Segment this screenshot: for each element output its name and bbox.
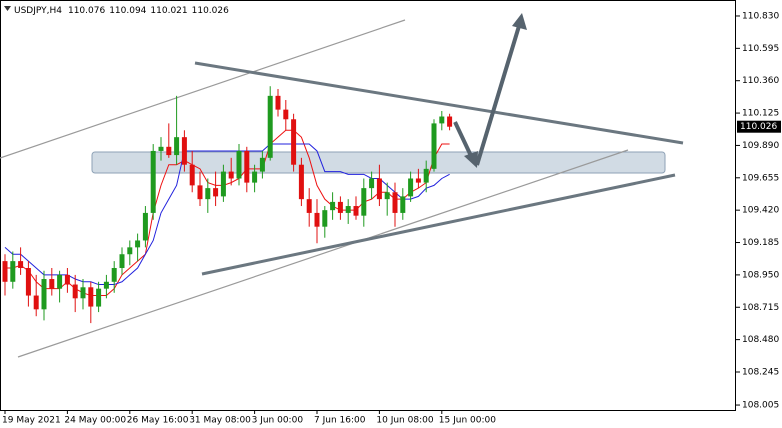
candle-body: [205, 188, 211, 200]
candle-body: [408, 178, 414, 197]
candle-body: [298, 164, 304, 200]
candle-body: [150, 150, 156, 213]
candle-body: [244, 150, 250, 183]
candle-body: [25, 268, 31, 296]
candle-body: [41, 279, 47, 310]
x-tick-label: 26 May 16:00: [127, 416, 189, 426]
candle-body: [353, 206, 359, 216]
candle-body: [49, 279, 55, 289]
candle-body: [88, 287, 94, 307]
candle-body: [322, 210, 328, 227]
candle-body: [361, 188, 367, 216]
header-high: 110.094: [109, 6, 146, 16]
candle-body: [252, 171, 258, 183]
candle-body: [330, 201, 336, 211]
candle-body: [72, 284, 78, 299]
candle-body: [197, 185, 203, 200]
candle-body: [275, 95, 281, 110]
x-tick-label: 7 Jun 16:00: [314, 416, 366, 426]
candle-body: [400, 196, 406, 213]
y-tick-label: 109.420: [742, 206, 779, 216]
symbol-icon: [4, 6, 11, 11]
candle-body: [423, 168, 429, 183]
plot-frame: [0, 0, 736, 411]
candle-body: [415, 178, 421, 183]
candle-body: [384, 192, 390, 200]
candle-body: [259, 157, 265, 172]
y-tick-label: 110.125: [742, 109, 779, 119]
y-tick-label: 110.360: [742, 76, 779, 86]
x-tick-label: 31 May 08:00: [189, 416, 251, 426]
candle-body: [57, 274, 63, 289]
x-tick-label: 15 Jun 00:00: [439, 416, 496, 426]
candle-body: [158, 146, 164, 151]
y-tick-label: 110.830: [742, 11, 779, 21]
header-open: 110.076: [68, 6, 105, 16]
y-tick-label: 108.715: [742, 303, 779, 313]
candle-body: [431, 123, 437, 169]
candle-body: [236, 150, 242, 179]
header: USDJPY,H4 110.076 110.094 110.021 110.026: [14, 6, 229, 16]
candle-body: [439, 116, 445, 124]
indicator-line: [4, 143, 450, 286]
candle-body: [111, 268, 117, 282]
candle-body: [181, 137, 187, 165]
header-low: 110.021: [150, 6, 187, 16]
candle-body: [127, 247, 133, 255]
candle-body: [291, 119, 297, 165]
candle-body: [283, 109, 289, 120]
candle-body: [64, 274, 70, 285]
candle-body: [314, 212, 320, 227]
candle-body: [228, 171, 234, 179]
candle-body: [345, 206, 351, 213]
y-tick-label: 109.890: [742, 141, 779, 151]
indicator-line: [5, 129, 450, 297]
candle-body: [369, 178, 375, 189]
y-tick-label: 109.655: [742, 173, 779, 183]
candle-body: [119, 254, 125, 269]
last-price-box: [737, 120, 781, 133]
candle-body: [80, 287, 86, 299]
last-price-label: 110.026: [740, 122, 777, 132]
candle-body: [96, 288, 102, 307]
candle-body: [174, 137, 180, 156]
candle-body: [337, 201, 343, 213]
candle-body: [213, 188, 219, 197]
plot: [2, 86, 453, 324]
candle-body: [135, 240, 141, 248]
x-tick-label: 19 May 2021: [2, 416, 61, 426]
x-tick-label: 3 Jun 00:00: [252, 416, 304, 426]
candle-body: [447, 116, 453, 127]
x-tick-label: 24 May 00:00: [64, 416, 126, 426]
header-close: 110.026: [192, 6, 229, 16]
candle-body: [103, 281, 109, 289]
symbol: USDJPY,H4: [14, 6, 62, 16]
candle-body: [33, 295, 39, 310]
y-tick-label: 108.005: [742, 401, 779, 411]
candle-body: [267, 95, 273, 158]
candle-body: [220, 171, 226, 197]
candle-body: [166, 146, 172, 156]
candle-body: [392, 192, 398, 213]
candle-body: [376, 178, 382, 200]
y-tick-label: 108.950: [742, 270, 779, 280]
candle-body: [189, 164, 195, 186]
y-tick-label: 108.245: [742, 367, 779, 377]
candle-body: [306, 199, 312, 213]
candle-body: [18, 261, 24, 269]
y-tick-label: 110.595: [742, 44, 779, 54]
candle-body: [10, 261, 16, 282]
candle-body: [142, 212, 148, 241]
y-tick-label: 109.185: [742, 238, 779, 248]
y-tick-label: 108.480: [742, 335, 779, 345]
candle-body: [2, 261, 8, 282]
x-tick-label: 10 Jun 08:00: [376, 416, 433, 426]
